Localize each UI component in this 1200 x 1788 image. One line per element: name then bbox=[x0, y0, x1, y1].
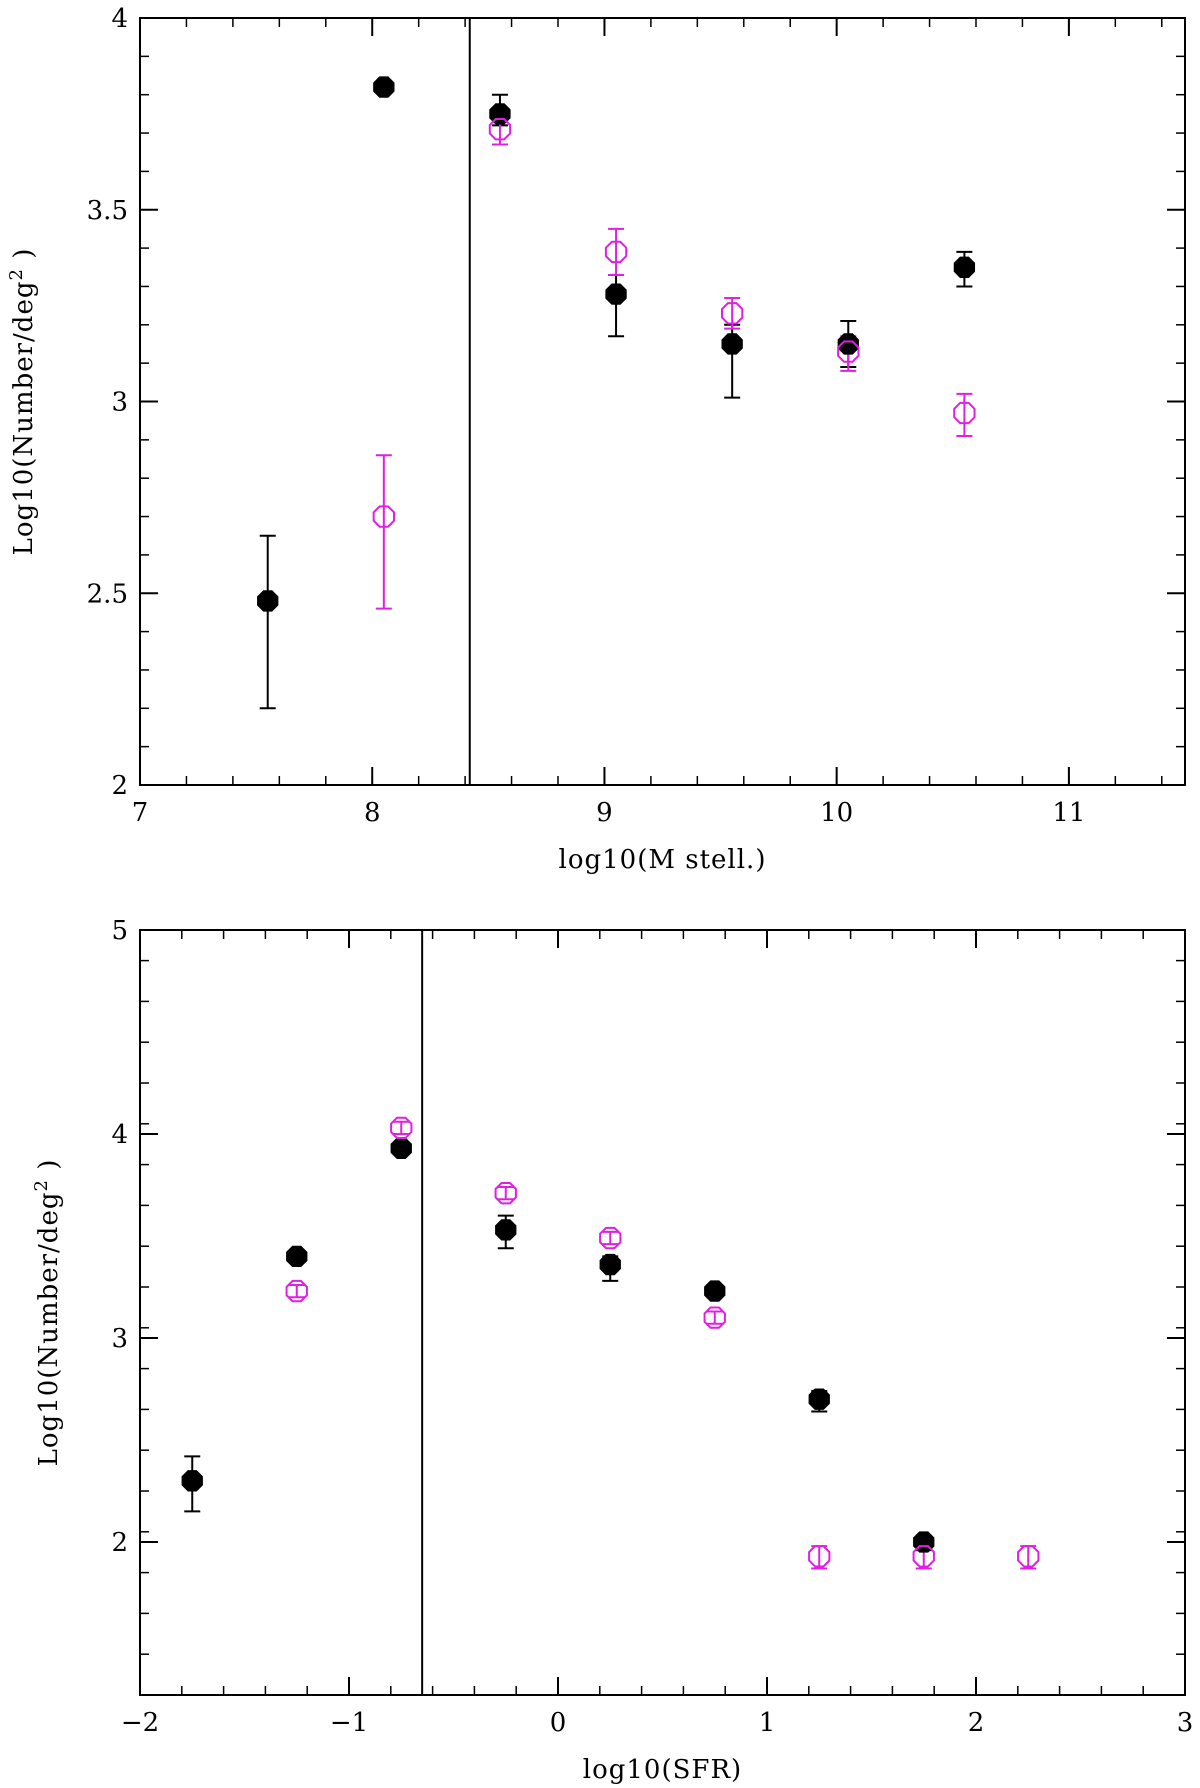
plot-frame bbox=[139, 929, 1186, 1696]
open-point bbox=[488, 118, 512, 141]
filled-point bbox=[721, 333, 743, 355]
open-point bbox=[494, 1182, 517, 1205]
filled-point bbox=[390, 1137, 412, 1159]
x-tick-label: 2 bbox=[968, 1708, 985, 1738]
open-point bbox=[599, 1226, 622, 1250]
y-axis-label-exponent: 2 bbox=[31, 1179, 52, 1191]
y-axis-label: Log10(Number/deg2 ) bbox=[31, 1159, 65, 1467]
y-axis-label-end: ) bbox=[34, 1159, 64, 1179]
x-tick-label: 9 bbox=[596, 798, 613, 828]
stellar-mass-panel: 7 8 9 10 11 2 2.5 3 3.5 4 log10(M stell.) Log10(N… bbox=[6, 4, 1186, 875]
y-tick-label: 2.5 bbox=[87, 579, 128, 609]
open-point bbox=[604, 240, 628, 264]
sfr-panel: −2 −1 0 1 2 3 2 3 4 5 log10(SFR) Log10(Number/deg… bbox=[31, 916, 1194, 1785]
y-tick-label: 5 bbox=[111, 916, 128, 946]
y-axis-label-exponent: 2 bbox=[6, 268, 27, 280]
open-point bbox=[703, 1306, 726, 1329]
error-bars bbox=[184, 1120, 1037, 1570]
open-point bbox=[1017, 1545, 1040, 1568]
open-point bbox=[285, 1279, 308, 1303]
filled-point bbox=[181, 1470, 203, 1492]
filled-point bbox=[704, 1280, 726, 1302]
x-tick-label: 0 bbox=[550, 1708, 567, 1738]
y-tick-label: 4 bbox=[111, 4, 128, 34]
axis-ticks bbox=[139, 929, 1186, 1696]
y-tick-label: 3 bbox=[111, 388, 128, 418]
y-axis-label-main: Log10(Number/deg bbox=[9, 281, 39, 556]
open-point bbox=[912, 1545, 935, 1568]
x-tick-label: 11 bbox=[1052, 798, 1085, 828]
filled-point bbox=[495, 1219, 517, 1241]
x-tick-label: 3 bbox=[1177, 1708, 1194, 1738]
open-point bbox=[390, 1116, 413, 1140]
open-point bbox=[808, 1545, 831, 1568]
x-tick-label: −2 bbox=[121, 1708, 159, 1738]
open-point bbox=[953, 401, 976, 425]
x-tick-label: 7 bbox=[132, 798, 149, 828]
filled-point bbox=[373, 76, 395, 98]
y-tick-label: 2 bbox=[111, 1528, 128, 1558]
x-axis-label: log10(SFR) bbox=[583, 1755, 742, 1785]
y-tick-label: 3 bbox=[111, 1324, 128, 1354]
data-markers bbox=[181, 1116, 1040, 1568]
error-bars bbox=[259, 93, 973, 710]
filled-point bbox=[257, 590, 279, 612]
x-tick-label: −1 bbox=[330, 1708, 368, 1738]
filled-point bbox=[953, 256, 976, 278]
filled-point bbox=[286, 1245, 308, 1268]
filled-point bbox=[599, 1253, 621, 1276]
open-point bbox=[372, 505, 395, 528]
tick-labels: 7 8 9 10 11 2 2.5 3 3.5 4 bbox=[87, 4, 1086, 828]
open-point bbox=[721, 302, 744, 325]
axis-ticks bbox=[139, 17, 1185, 786]
y-tick-label: 2 bbox=[111, 771, 128, 801]
data-markers bbox=[257, 76, 976, 612]
x-tick-label: 1 bbox=[759, 1708, 776, 1738]
tick-labels: −2 −1 0 1 2 3 2 3 4 5 bbox=[111, 916, 1193, 1738]
filled-point bbox=[837, 333, 859, 355]
plot-frame bbox=[139, 17, 1186, 786]
x-tick-label: 10 bbox=[820, 798, 853, 828]
y-axis-label-main: Log10(Number/deg bbox=[34, 1192, 64, 1467]
y-tick-label: 4 bbox=[111, 1120, 128, 1150]
filled-point bbox=[605, 283, 627, 305]
y-axis-label-end: ) bbox=[9, 248, 39, 268]
x-axis-label: log10(M stell.) bbox=[559, 845, 767, 875]
y-axis-label: Log10(Number/deg2 ) bbox=[6, 248, 40, 556]
y-tick-label: 3.5 bbox=[87, 196, 128, 226]
x-tick-label: 8 bbox=[364, 798, 381, 828]
open-point bbox=[837, 340, 860, 363]
filled-point bbox=[808, 1388, 830, 1410]
